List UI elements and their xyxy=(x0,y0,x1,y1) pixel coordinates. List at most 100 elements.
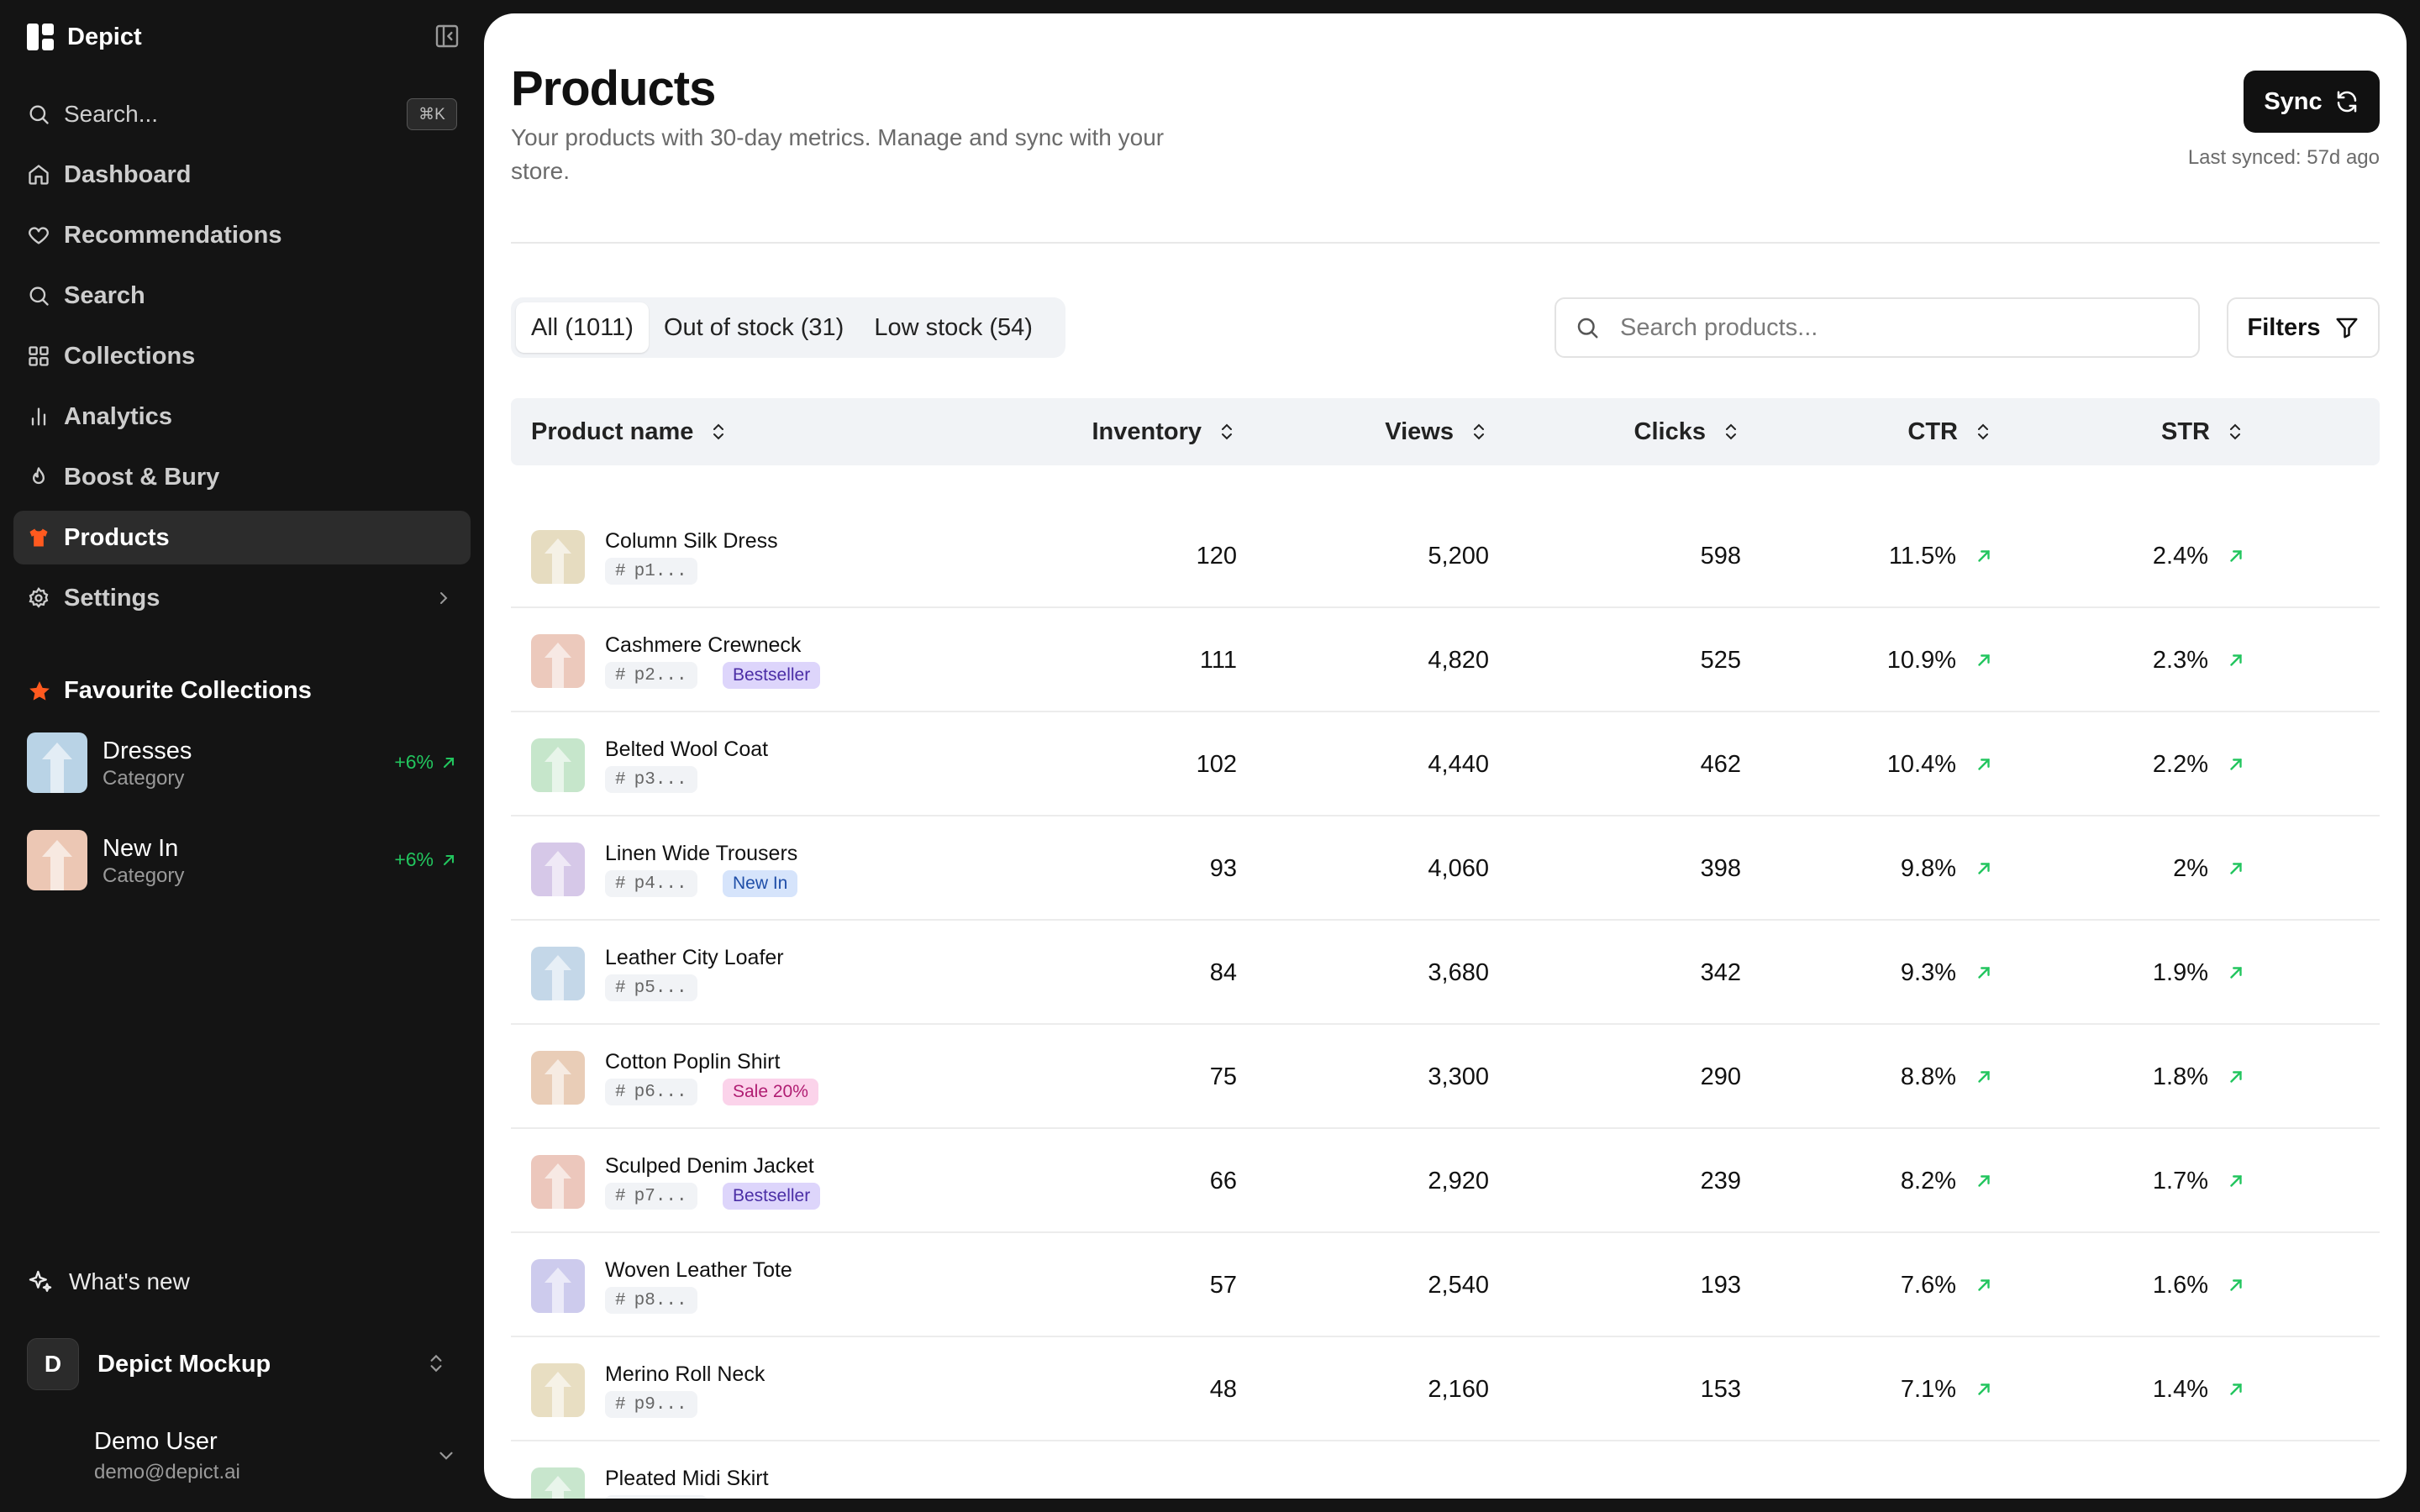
table-row[interactable]: Belted Wool Coat # p3... 102 4,440 462 10.4% 2.… xyxy=(511,712,2380,816)
cell-inventory: 75 xyxy=(1209,1063,1237,1090)
sidebar-item-boost-bury[interactable]: Boost & Bury xyxy=(13,450,471,504)
sidebar-search[interactable]: Search... ⌘K xyxy=(27,97,457,131)
table-row[interactable]: Merino Roll Neck # p9... 48 2,160 153 7.1% 1.4% xyxy=(511,1337,2380,1441)
product-id-value: p2... xyxy=(634,665,687,685)
chevrons-up-down-icon xyxy=(425,1352,447,1374)
product-name[interactable]: Leather City Loafer xyxy=(605,946,784,969)
table-row[interactable]: Linen Wide Trousers # p4... New In 93 4,060 39… xyxy=(511,816,2380,921)
cell-views xyxy=(1321,1441,1489,1499)
table-row[interactable]: Cotton Poplin Shirt # p6... Sale 20% 75 3,300… xyxy=(511,1025,2380,1129)
cell-views: 4,440 xyxy=(1428,750,1489,778)
sidebar-collapse-icon[interactable] xyxy=(434,23,460,50)
table-row[interactable]: Sculped Denim Jacket # p7... Bestseller 66 2,… xyxy=(511,1129,2380,1233)
cell-ctr: 9.3% xyxy=(1825,921,1993,1025)
product-id[interactable]: # p4... xyxy=(605,870,697,897)
product-search[interactable] xyxy=(1555,297,2200,358)
stock-filter-tabs: All (1011) Out of stock (31) Low stock (… xyxy=(511,297,1065,358)
column-header-ctr[interactable]: CTR xyxy=(1825,398,1993,465)
hash-icon: # xyxy=(615,1082,626,1102)
product-id[interactable]: # p3... xyxy=(605,766,697,793)
cell-views: 2,160 xyxy=(1428,1375,1489,1403)
product-id-value: p9... xyxy=(634,1394,687,1415)
sort-icon xyxy=(708,422,729,442)
column-header-str[interactable]: STR xyxy=(2077,398,2245,465)
column-label: STR xyxy=(2161,417,2210,445)
column-label: Product name xyxy=(531,417,694,445)
cell-views: 4,820 xyxy=(1428,646,1489,674)
cell-str: 2.2% xyxy=(2077,712,2245,816)
product-thumbnail xyxy=(531,530,585,584)
sidebar-item-label: Boost & Bury xyxy=(64,463,220,491)
workspace-switcher[interactable]: D Depict Mockup xyxy=(27,1337,457,1391)
cell-clicks: 239 xyxy=(1700,1167,1741,1194)
sidebar-item-analytics[interactable]: Analytics xyxy=(13,390,471,444)
ctr-value: 9.8% xyxy=(1900,854,1956,882)
product-id[interactable]: # p9... xyxy=(605,1391,697,1418)
product-id[interactable]: # p1... xyxy=(605,558,697,585)
product-name[interactable]: Linen Wide Trousers xyxy=(605,842,798,865)
table-row[interactable]: Cashmere Crewneck # p2... Bestseller 111 4,82… xyxy=(511,608,2380,712)
product-id[interactable]: #p10... xyxy=(605,1495,708,1499)
cell-ctr: 9.8% xyxy=(1825,816,1993,921)
cell-ctr: 7.1% xyxy=(1825,1337,1993,1441)
product-thumbnail xyxy=(531,1051,585,1105)
product-name[interactable]: Pleated Midi Skirt xyxy=(605,1467,769,1490)
product-name[interactable]: Belted Wool Coat xyxy=(605,738,769,761)
product-table-body: Column Silk Dress # p1... 120 5,200 598 11.5% 2… xyxy=(511,504,2380,1499)
product-badge: Bestseller xyxy=(723,1183,821,1210)
product-id[interactable]: # p8... xyxy=(605,1287,697,1314)
tab-all[interactable]: All (1011) xyxy=(516,302,649,353)
product-name[interactable]: Sculped Denim Jacket xyxy=(605,1154,814,1178)
str-value: 1.9% xyxy=(2152,958,2208,986)
star-icon xyxy=(27,679,52,704)
sync-label: Sync xyxy=(2264,87,2323,115)
product-id[interactable]: # p2... xyxy=(605,662,697,689)
product-thumbnail xyxy=(531,1467,585,1499)
cell-views: 5,200 xyxy=(1428,542,1489,570)
table-row[interactable]: Leather City Loafer # p5... 84 3,680 342 9.3% 1… xyxy=(511,921,2380,1025)
table-row[interactable]: Woven Leather Tote # p8... 57 2,540 193 7.6% 1.… xyxy=(511,1233,2380,1337)
product-id[interactable]: # p6... xyxy=(605,1079,697,1105)
tab-low-stock[interactable]: Low stock (54) xyxy=(874,313,1033,341)
arrow-up-right-icon xyxy=(1975,755,1993,774)
arrow-up-right-icon xyxy=(1975,547,1993,565)
product-thumbnail xyxy=(531,947,585,1000)
brand[interactable]: Depict xyxy=(27,22,142,52)
column-header-clicks[interactable]: Clicks xyxy=(1573,398,1741,465)
sidebar-item-recommendations[interactable]: Recommendations xyxy=(13,208,471,262)
product-name[interactable]: Column Silk Dress xyxy=(605,529,778,553)
table-row[interactable]: Column Silk Dress # p1... 120 5,200 598 11.5% 2… xyxy=(511,504,2380,608)
sidebar-item-settings[interactable]: Settings xyxy=(13,571,471,625)
str-value: 2.4% xyxy=(2152,542,2208,570)
str-value: 1.7% xyxy=(2152,1167,2208,1194)
cell-inventory: 84 xyxy=(1209,958,1237,986)
collection-thumbnail xyxy=(27,732,87,793)
sync-button[interactable]: Sync xyxy=(2244,71,2380,133)
sidebar-item-products[interactable]: Products xyxy=(13,511,471,564)
table-row[interactable]: Pleated Midi Skirt #p10... xyxy=(511,1441,2380,1499)
sidebar-item-search[interactable]: Search xyxy=(13,269,471,323)
whats-new-link[interactable]: What's new xyxy=(27,1268,190,1295)
filters-button[interactable]: Filters xyxy=(2227,297,2380,358)
user-menu[interactable]: Demo User demo@depict.ai xyxy=(94,1428,457,1487)
search-input[interactable] xyxy=(1620,313,2158,342)
product-name[interactable]: Merino Roll Neck xyxy=(605,1362,765,1386)
product-thumbnail xyxy=(531,1259,585,1313)
product-id[interactable]: # p7... xyxy=(605,1183,697,1210)
tab-out-of-stock[interactable]: Out of stock (31) xyxy=(663,313,844,341)
sidebar-search-label: Search... xyxy=(64,101,159,127)
sidebar-item-collections[interactable]: Collections xyxy=(13,329,471,383)
product-id[interactable]: # p5... xyxy=(605,974,697,1001)
hash-icon: # xyxy=(615,874,626,894)
column-header-inventory[interactable]: Inventory xyxy=(1069,398,1237,465)
product-name[interactable]: Woven Leather Tote xyxy=(605,1258,792,1282)
cell-clicks: 193 xyxy=(1700,1271,1741,1299)
product-name[interactable]: Cashmere Crewneck xyxy=(605,633,802,657)
product-name[interactable]: Cotton Poplin Shirt xyxy=(605,1050,781,1074)
favourite-collection-dresses[interactable]: Dresses Category +6% xyxy=(27,732,457,796)
column-header-product-name[interactable]: Product name xyxy=(531,398,729,465)
column-header-views[interactable]: Views xyxy=(1321,398,1489,465)
bar-chart-icon xyxy=(27,405,50,428)
sidebar-item-dashboard[interactable]: Dashboard xyxy=(13,148,471,202)
favourite-collection-new-in[interactable]: New In Category +6% xyxy=(27,830,457,894)
